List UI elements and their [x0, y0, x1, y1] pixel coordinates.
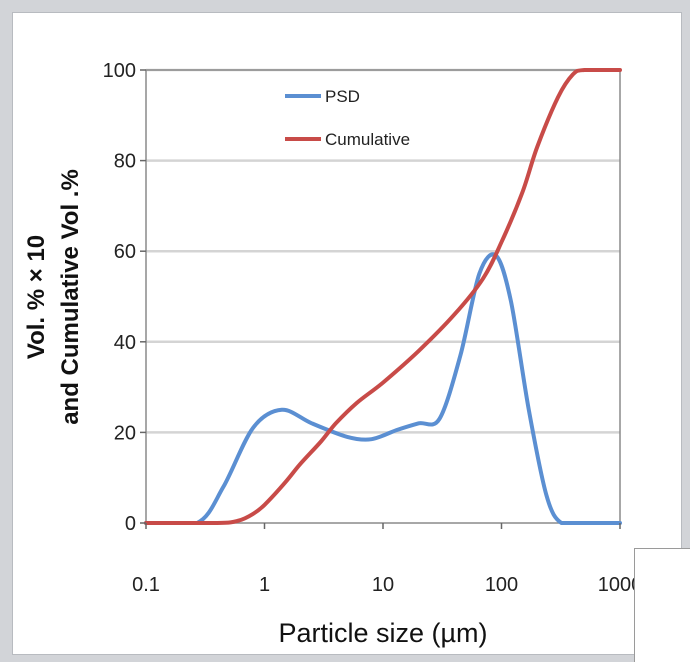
legend: PSD Cumulative — [285, 87, 410, 149]
y-tick-label-0: 0 — [125, 513, 136, 535]
y-axis-title-line2: and Cumulative Vol .% — [57, 169, 84, 425]
y-tick-label-100: 100 — [103, 60, 136, 82]
y-tick-label-60: 60 — [114, 241, 136, 263]
x-axis-title: Particle size (µm) — [278, 618, 487, 648]
axis-ticks: 0 20 40 60 80 100 0.1 1 10 100 1000 — [103, 60, 643, 596]
gridlines — [146, 68, 620, 434]
legend-label-psd: PSD — [325, 87, 360, 106]
x-tick-label-100: 100 — [485, 574, 518, 596]
y-tick-label-80: 80 — [114, 151, 136, 173]
x-tick-label-1: 1 — [259, 574, 270, 596]
series-line-cumulative — [144, 68, 622, 526]
y-tick-label-20: 20 — [114, 422, 136, 444]
adjacent-panel-edge — [634, 548, 690, 662]
legend-label-cumulative: Cumulative — [325, 130, 410, 149]
series-lines — [144, 68, 622, 526]
x-tick-label-1000: 1000 — [598, 574, 643, 596]
y-tick-label-40: 40 — [114, 332, 136, 354]
series-line-psd — [144, 252, 622, 526]
x-tick-label-10: 10 — [372, 574, 394, 596]
x-tick-label-0.1: 0.1 — [132, 574, 160, 596]
chart-panel — [12, 12, 682, 655]
y-axis-title-line1: Vol. % × 10 — [23, 235, 50, 359]
